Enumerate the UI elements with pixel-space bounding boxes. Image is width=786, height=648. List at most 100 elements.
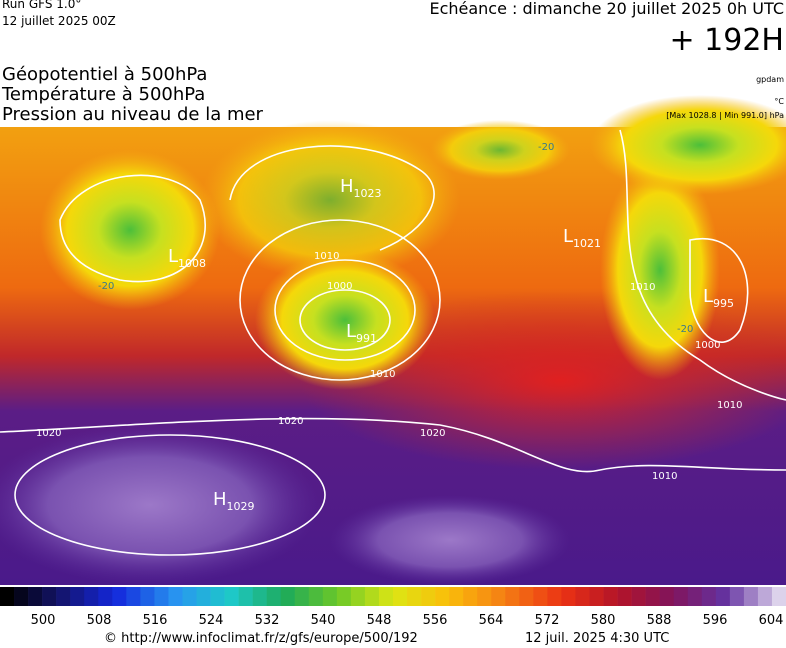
color-scale-ticks: 500 508 516 524 532 540 548 556 564 572 580 588 596 6… bbox=[31, 613, 784, 628]
color-swatch bbox=[421, 587, 436, 606]
color-swatch bbox=[757, 587, 773, 606]
color-swatch bbox=[505, 587, 520, 606]
color-swatch bbox=[168, 587, 183, 606]
pressure-center: H1029 bbox=[213, 489, 255, 513]
center-type: L bbox=[563, 226, 573, 247]
isobar-label: 1010 bbox=[370, 369, 395, 380]
isobar-label: 1000 bbox=[327, 281, 352, 292]
color-swatch bbox=[603, 587, 618, 606]
color-swatch bbox=[28, 587, 43, 606]
scale-tick: 524 bbox=[199, 613, 224, 628]
scale-tick: 500 bbox=[31, 613, 56, 628]
isobar-labels: 1010 1000 1010 1020 1020 1020 1010 1010 1000 1010 bbox=[36, 251, 742, 482]
color-swatch bbox=[589, 587, 604, 606]
pressure-center: L991 bbox=[346, 321, 377, 345]
center-type: L bbox=[703, 286, 713, 307]
color-scale bbox=[0, 587, 786, 606]
scale-tick: 564 bbox=[479, 613, 504, 628]
echeance: Echéance : dimanche 20 juillet 2025 0h U… bbox=[429, 0, 784, 18]
color-swatch bbox=[126, 587, 141, 606]
run-date: 12 juillet 2025 00Z bbox=[2, 14, 116, 28]
color-swatch bbox=[687, 587, 703, 606]
map bbox=[0, 95, 786, 585]
color-swatch bbox=[252, 587, 267, 606]
color-swatch bbox=[407, 587, 422, 606]
scale-tick: 580 bbox=[591, 613, 616, 628]
pressure-center: H1023 bbox=[340, 176, 382, 200]
scale-tick: 556 bbox=[423, 613, 448, 628]
color-swatch bbox=[196, 587, 211, 606]
center-type: L bbox=[346, 321, 356, 342]
isobar-label: 1000 bbox=[695, 340, 720, 351]
color-swatch bbox=[533, 587, 548, 606]
color-swatch bbox=[645, 587, 660, 606]
color-swatch bbox=[477, 587, 492, 606]
unit: [Max 1028.8 | Min 991.0] hPa bbox=[666, 111, 784, 120]
center-type: L bbox=[168, 246, 178, 267]
scale-tick: 540 bbox=[311, 613, 336, 628]
isobar-label: 1020 bbox=[278, 416, 303, 427]
color-swatch bbox=[280, 587, 296, 606]
pressure-center: L1021 bbox=[563, 226, 601, 250]
color-swatch bbox=[14, 587, 29, 606]
center-pressure: 1021 bbox=[573, 237, 601, 250]
color-swatch bbox=[70, 587, 85, 606]
temperature-label: -20 bbox=[538, 142, 554, 153]
color-swatch bbox=[56, 587, 71, 606]
color-swatch bbox=[322, 587, 338, 606]
source-url: © http://www.infoclimat.fr/z/gfs/europe/… bbox=[104, 631, 418, 646]
color-swatch bbox=[659, 587, 675, 606]
temperature-label: -20 bbox=[98, 281, 114, 292]
lead-time: + 192H bbox=[670, 23, 785, 58]
color-swatch bbox=[701, 587, 717, 606]
color-swatch bbox=[673, 587, 689, 606]
isobar-label: 1010 bbox=[652, 471, 677, 482]
color-swatch bbox=[715, 587, 731, 606]
color-swatch bbox=[154, 587, 169, 606]
color-swatch bbox=[238, 587, 253, 606]
color-swatch bbox=[463, 587, 478, 606]
center-type: H bbox=[340, 176, 354, 197]
center-pressure: 995 bbox=[713, 297, 734, 310]
temperature-labels: -20 -20 -20 bbox=[98, 142, 693, 335]
field-title: Température à 500hPa bbox=[1, 84, 205, 105]
scale-tick: 532 bbox=[255, 613, 280, 628]
field-title: Pression au niveau de la mer bbox=[2, 104, 264, 125]
color-swatch bbox=[350, 587, 366, 606]
isobar-label: 1020 bbox=[420, 428, 445, 439]
scale-tick: 548 bbox=[367, 613, 392, 628]
isobar-label: 1010 bbox=[630, 282, 655, 293]
scale-tick: 596 bbox=[703, 613, 728, 628]
color-swatch bbox=[98, 587, 113, 606]
color-swatch bbox=[112, 587, 127, 606]
scale-tick: 588 bbox=[647, 613, 672, 628]
color-swatch bbox=[547, 587, 562, 606]
color-swatch bbox=[84, 587, 99, 606]
run-label: Run GFS 1.0° bbox=[2, 0, 81, 11]
issue-time: 12 juil. 2025 4:30 UTC bbox=[525, 631, 669, 646]
color-swatch bbox=[336, 587, 352, 606]
color-swatch bbox=[449, 587, 464, 606]
color-swatch bbox=[378, 587, 394, 606]
temperature-label: -20 bbox=[677, 324, 693, 335]
scale-tick: 572 bbox=[535, 613, 560, 628]
color-swatch bbox=[729, 587, 745, 606]
unit: °C bbox=[774, 97, 784, 106]
center-pressure: 1023 bbox=[354, 187, 382, 200]
pressure-center: L995 bbox=[703, 286, 734, 310]
color-swatch bbox=[393, 587, 408, 606]
color-swatch bbox=[435, 587, 450, 606]
center-pressure: 991 bbox=[356, 332, 377, 345]
color-swatch bbox=[294, 587, 310, 606]
color-swatch bbox=[771, 587, 786, 606]
color-swatch bbox=[491, 587, 506, 606]
color-swatch bbox=[617, 587, 632, 606]
color-swatch bbox=[364, 587, 380, 606]
pressure-center: L1008 bbox=[168, 246, 206, 270]
color-swatch bbox=[308, 587, 324, 606]
isobar-label: 1010 bbox=[717, 400, 742, 411]
color-swatch bbox=[210, 587, 225, 606]
center-type: H bbox=[213, 489, 227, 510]
